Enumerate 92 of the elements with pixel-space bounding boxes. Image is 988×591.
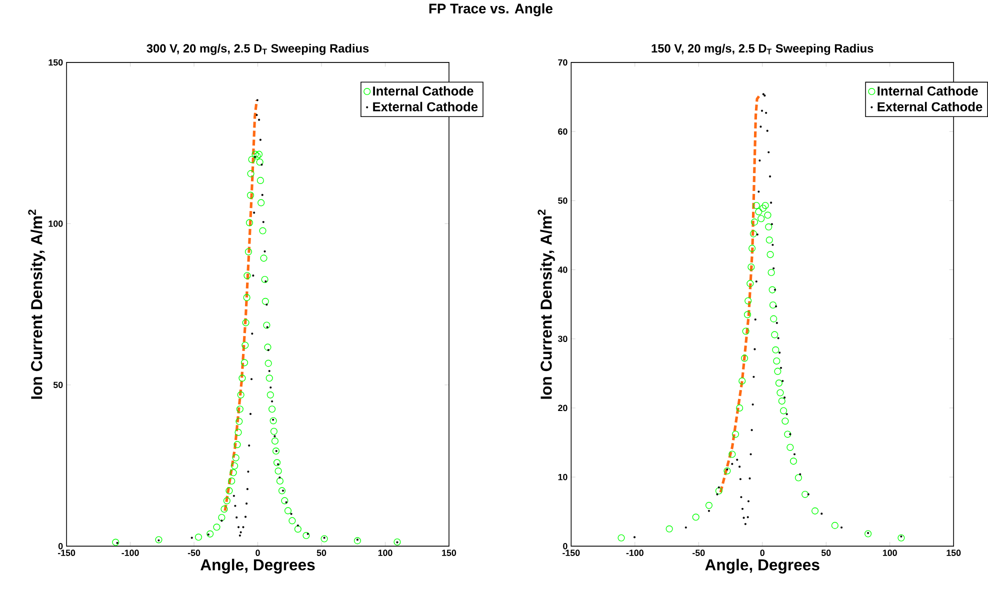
point: [249, 412, 252, 416]
point: [768, 286, 776, 294]
point: [748, 244, 756, 252]
point: [778, 398, 786, 405]
x-tick-label: 150: [946, 550, 961, 556]
point: [724, 467, 731, 474]
point: [728, 450, 736, 458]
point: [766, 236, 773, 244]
x-tick-label: -100: [122, 550, 139, 556]
y-tick-label: 150: [48, 59, 63, 66]
point: [759, 204, 767, 212]
point: [786, 444, 794, 451]
point: [708, 510, 710, 512]
point: [812, 507, 819, 515]
point: [744, 297, 752, 304]
point: [794, 474, 802, 482]
point: [775, 380, 782, 387]
point: [755, 208, 762, 216]
x-tick-label: 50: [821, 550, 831, 556]
point: [692, 514, 700, 521]
chart-subtitle: 150 V, 20 mg/s, 2.5 D$_{T}$ Sweeping Radius: [652, 44, 874, 56]
y-tick-label: 0: [563, 543, 568, 550]
point: [705, 502, 712, 509]
legend-label: Internal Cathode: [878, 86, 978, 96]
point: [802, 490, 809, 498]
x-tick-label: 150: [442, 550, 456, 556]
point: [748, 264, 755, 271]
point: [784, 430, 792, 438]
point: [744, 311, 751, 318]
point: [770, 315, 778, 322]
point: [758, 215, 765, 222]
x-axis-title: Angle, Degrees: [705, 558, 820, 574]
line-series: [719, 94, 761, 494]
point: [864, 530, 872, 538]
point: [752, 202, 760, 210]
legend-label: Internal Cathode: [373, 86, 474, 96]
x-tick-label: -50: [188, 550, 200, 556]
point: [746, 280, 754, 288]
point: [774, 368, 782, 375]
x-tick-label: -150: [58, 550, 76, 556]
y-tick-label: 50: [53, 382, 63, 388]
y-tick-label: 50: [558, 198, 568, 204]
point: [750, 218, 758, 226]
point: [762, 202, 769, 210]
y-axis-title: Ion Current Density, A/m$^{2}$: [538, 210, 555, 399]
legend-label: External Cathode: [878, 102, 982, 112]
y-tick-label: 70: [558, 59, 568, 66]
x-tick-label: -150: [562, 550, 580, 556]
point: [618, 534, 625, 542]
y-tick-label: 20: [558, 404, 568, 412]
x-tick-label: 0: [256, 550, 260, 556]
point: [831, 522, 838, 530]
point: [741, 354, 748, 362]
point: [771, 331, 778, 338]
text: FP Trace vs. Angle: [429, 3, 552, 16]
point: [780, 407, 788, 414]
x-tick-label: 100: [882, 550, 897, 556]
y-tick-label: 40: [558, 266, 568, 273]
point: [776, 389, 784, 396]
x-tick-label: -50: [692, 550, 705, 556]
point: [772, 346, 780, 354]
x-tick-label: 50: [316, 550, 326, 556]
point: [768, 175, 772, 178]
point: [666, 525, 673, 532]
x-tick-label: -100: [626, 550, 644, 556]
point: [769, 302, 776, 309]
point: [768, 269, 775, 276]
y-tick-label: 30: [558, 336, 568, 342]
point: [765, 223, 772, 230]
x-tick-label: 0: [760, 550, 764, 556]
point: [738, 378, 746, 385]
point: [736, 404, 744, 412]
y-tick-label: 60: [558, 128, 568, 135]
point: [766, 251, 774, 258]
point: [782, 418, 789, 425]
x-tick-label: 100: [378, 550, 392, 556]
point: [790, 458, 798, 465]
point: [750, 230, 757, 238]
legend-label: External Cathode: [373, 102, 478, 112]
y-axis-title: Ion Current Density, A/m$^{2}$: [28, 210, 46, 399]
line-series: [224, 98, 258, 512]
point: [732, 430, 740, 438]
y-tick-label: 100: [48, 220, 63, 227]
point: [715, 487, 722, 494]
chart-subtitle: 300 V, 20 mg/s, 2.5 D$_{T}$ Sweeping Radius: [146, 44, 369, 56]
point: [898, 534, 905, 542]
point: [742, 328, 750, 335]
y-tick-label: 0: [58, 543, 63, 550]
point: [764, 212, 772, 219]
y-tick-label: 10: [558, 474, 568, 480]
point: [773, 358, 780, 365]
x-axis-title: Angle, Degrees: [200, 558, 315, 574]
